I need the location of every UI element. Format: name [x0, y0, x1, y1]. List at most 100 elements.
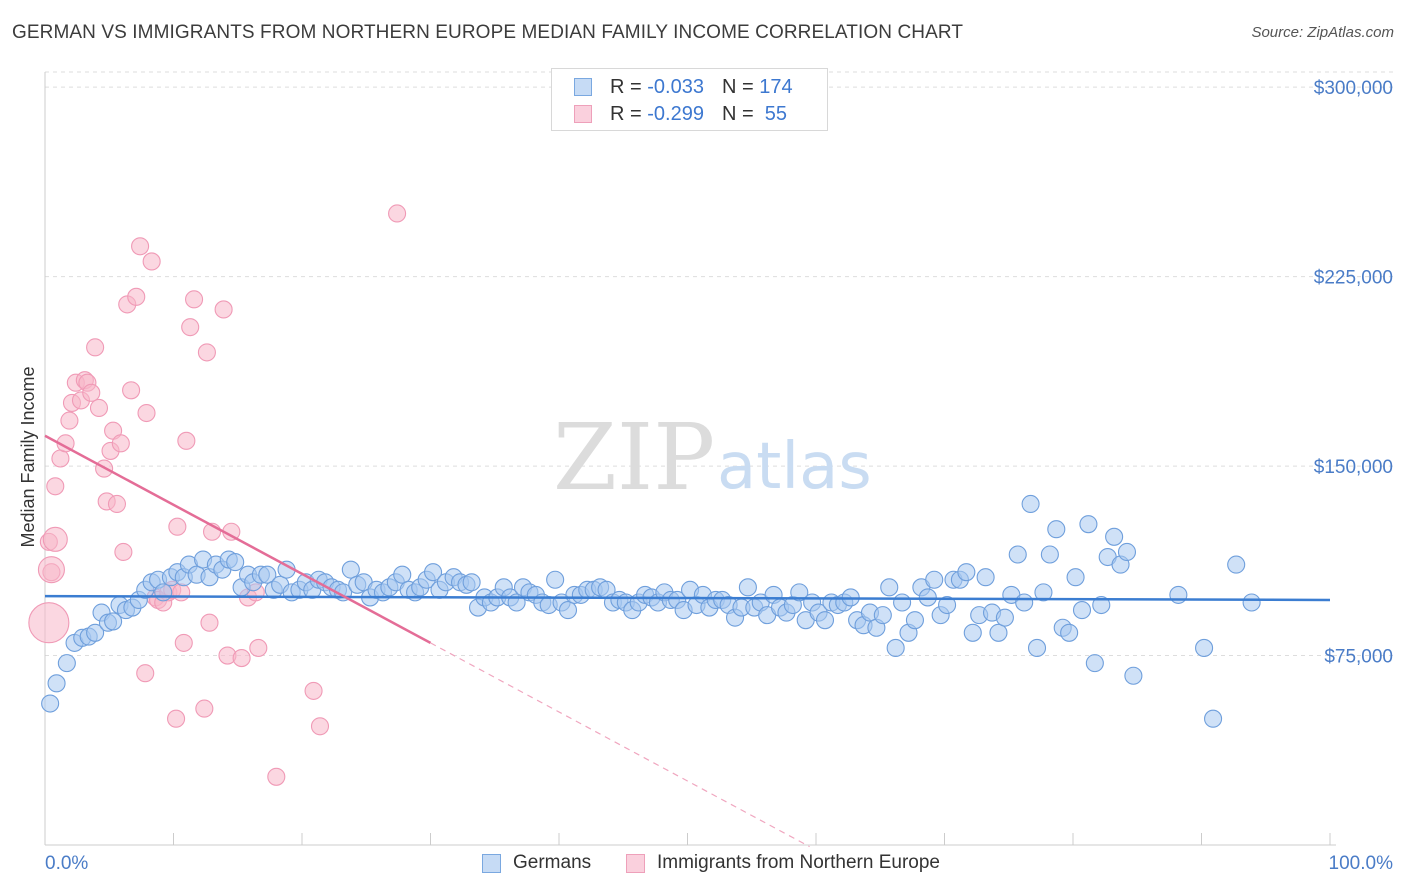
source-label: Source: ZipAtlas.com — [1251, 24, 1394, 41]
legend-r-value: -0.033 — [647, 75, 704, 98]
data-point-immigrants — [249, 638, 268, 658]
legend-row-germans: R = -0.033 N = 174 — [574, 74, 793, 100]
data-point-immigrants — [142, 252, 161, 271]
data-point-germans — [893, 593, 912, 612]
data-point-germans — [738, 578, 757, 597]
data-point-germans — [1060, 623, 1079, 642]
legend-item-immigrants: Immigrants from Northern Europe — [626, 852, 940, 874]
data-point-immigrants — [197, 343, 216, 362]
data-point-germans — [1072, 601, 1092, 620]
data-point-germans — [1105, 527, 1124, 546]
data-point-germans — [1124, 666, 1143, 685]
data-point-immigrants — [127, 287, 146, 306]
data-point-germans — [880, 578, 899, 597]
data-point-germans — [963, 623, 982, 642]
x-tick-label-min: 0.0% — [45, 853, 88, 874]
y-tick-label: $300,000 — [1314, 78, 1393, 99]
watermark-zip: ZIP — [553, 404, 715, 511]
data-point-immigrants — [181, 318, 200, 337]
data-point-germans — [47, 674, 66, 693]
x-tick-label-max: 100.0% — [1329, 853, 1394, 874]
data-point-immigrants — [232, 649, 251, 668]
data-point-germans — [989, 623, 1008, 642]
data-point-germans — [873, 606, 892, 625]
legend-swatch-blue — [574, 78, 592, 96]
y-tick-label: $75,000 — [1324, 647, 1393, 668]
data-point-germans — [886, 638, 905, 658]
data-point-immigrants — [82, 383, 101, 402]
data-point-germans — [1092, 595, 1111, 615]
legend-label-immigrants: Immigrants from Northern Europe — [657, 852, 940, 873]
data-point-immigrants — [89, 398, 109, 418]
data-point-immigrants — [167, 709, 186, 728]
legend-item-germans: Germans — [482, 852, 591, 874]
data-point-germans — [154, 583, 173, 602]
correlation-legend: R = -0.033 N = 174 R = -0.299 N = 55 — [551, 68, 828, 131]
axes — [44, 72, 1336, 846]
data-point-immigrants — [122, 381, 141, 400]
data-point-immigrants — [185, 290, 204, 309]
data-point-immigrants — [214, 300, 233, 319]
data-point-germans — [1008, 545, 1027, 564]
data-point-immigrants — [304, 681, 323, 700]
legend-r-label: R = — [610, 75, 648, 98]
data-point-immigrants — [60, 411, 79, 430]
data-point-immigrants — [107, 494, 127, 514]
data-point-germans — [1047, 520, 1066, 539]
data-point-germans — [393, 565, 412, 584]
data-point-immigrants — [388, 204, 407, 223]
data-point-germans — [976, 568, 995, 587]
data-point-immigrants — [86, 338, 105, 357]
data-point-germans — [1079, 515, 1098, 534]
data-point-immigrants — [267, 767, 286, 786]
data-point-germans — [1227, 555, 1246, 574]
data-point-immigrants — [168, 517, 187, 536]
data-point-germans — [815, 611, 835, 630]
trendline-immigrants — [44, 434, 432, 645]
legend-n-label: N = — [721, 102, 760, 125]
data-point-germans — [1169, 585, 1188, 604]
data-point-immigrants — [37, 556, 65, 584]
watermark: ZIP atlas — [553, 404, 872, 511]
data-point-germans — [1085, 654, 1104, 673]
watermark-atlas: atlas — [717, 430, 872, 504]
data-point-germans — [1027, 638, 1047, 658]
legend-row-immigrants: R = -0.299 N = 55 — [574, 101, 787, 127]
y-tick-labels: $75,000 $150,000 $225,000 $300,000 — [1314, 78, 1393, 667]
data-point-immigrants — [51, 449, 70, 468]
data-point-immigrants — [136, 664, 155, 683]
data-point-germans — [424, 563, 443, 582]
y-axis-label: Median Family Income — [18, 366, 38, 547]
data-point-immigrants — [28, 602, 70, 644]
data-point-germans — [258, 565, 277, 584]
data-point-germans — [41, 694, 60, 713]
data-point-germans — [558, 601, 578, 620]
data-point-immigrants — [46, 477, 65, 496]
legend-swatch-immigrants — [626, 853, 645, 873]
immigrants-points — [28, 204, 407, 786]
y-tick-label: $225,000 — [1314, 268, 1393, 289]
data-point-germans — [1195, 638, 1214, 658]
series-legend: Germans Immigrants from Northern Europe — [0, 852, 1406, 878]
data-point-germans — [1034, 583, 1053, 602]
chart-title: GERMAN VS IMMIGRANTS FROM NORTHERN EUROP… — [12, 22, 964, 43]
data-point-germans — [905, 611, 924, 630]
trendline-immigrants-extension — [430, 642, 810, 848]
data-point-germans — [462, 573, 481, 592]
trendlines — [44, 434, 1331, 848]
data-point-immigrants — [172, 583, 191, 602]
data-point-immigrants — [42, 526, 68, 552]
data-point-germans — [1040, 545, 1059, 564]
data-point-germans — [1015, 593, 1034, 612]
legend-n-label: N = — [721, 75, 760, 98]
data-point-germans — [1242, 593, 1261, 612]
data-point-immigrants — [114, 542, 133, 562]
legend-swatch-germans — [482, 853, 501, 873]
data-point-immigrants — [200, 613, 219, 632]
data-point-germans — [57, 654, 76, 673]
legend-r-label: R = — [610, 102, 648, 125]
data-point-germans — [957, 563, 976, 582]
data-point-germans — [938, 595, 957, 615]
data-point-germans — [546, 570, 565, 589]
